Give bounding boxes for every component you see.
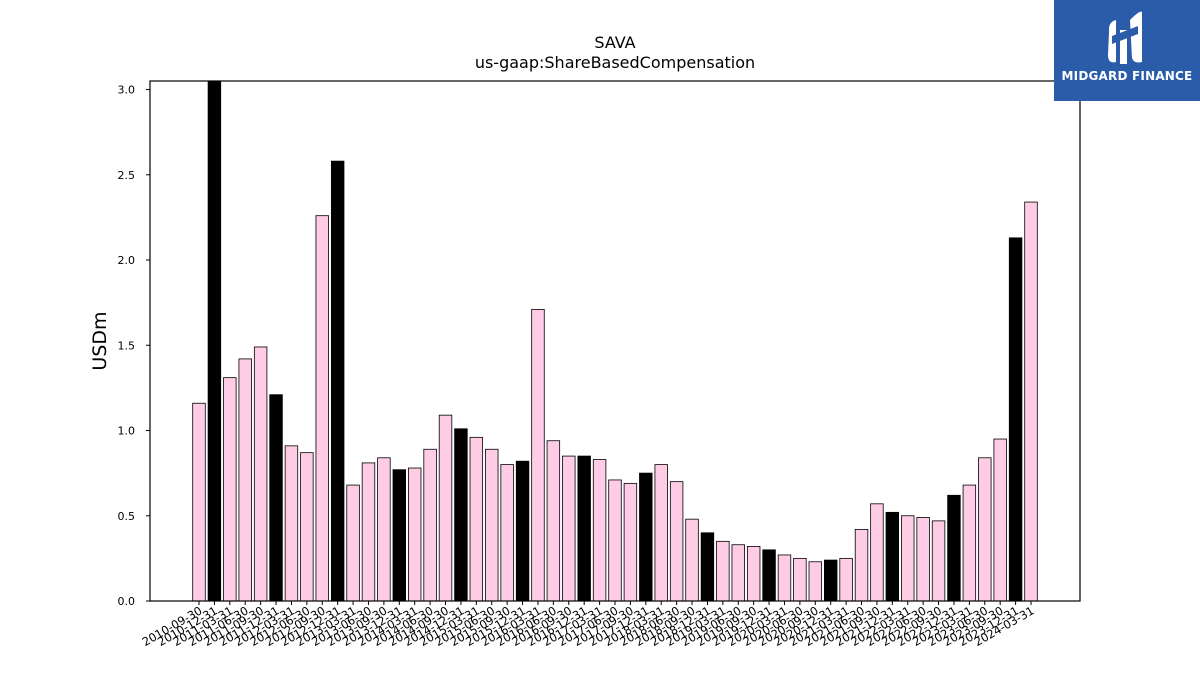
bar — [947, 494, 961, 602]
bar — [978, 457, 992, 602]
bar — [685, 518, 699, 602]
y-tick-label: 2.0 — [118, 254, 136, 267]
bar — [485, 448, 499, 602]
bar — [777, 554, 792, 602]
bar — [315, 215, 329, 602]
y-tick-label: 0.0 — [118, 595, 136, 608]
chart-title: SAVA — [594, 33, 636, 52]
bar — [808, 561, 823, 602]
bar — [223, 377, 237, 602]
bar — [469, 436, 484, 602]
y-tick-label: 1.5 — [118, 339, 136, 352]
bar — [300, 452, 314, 602]
bar — [592, 459, 607, 602]
bar — [639, 472, 653, 602]
y-tick-label: 2.5 — [118, 169, 136, 182]
bar — [885, 511, 900, 602]
y-tick-label: 0.5 — [118, 510, 136, 523]
bar — [531, 309, 545, 602]
bar — [438, 414, 453, 602]
bar — [608, 479, 622, 602]
logo-text: MIDGARD FINANCE — [1061, 69, 1193, 83]
bar — [731, 544, 745, 602]
bar — [500, 464, 514, 602]
bar — [654, 464, 668, 602]
y-tick-label: 3.0 — [118, 84, 136, 97]
bar — [793, 557, 807, 602]
bar — [192, 402, 206, 602]
bar — [993, 438, 1007, 602]
chart-subtitle: us-gaap:ShareBasedCompensation — [474, 53, 756, 72]
plot-frame — [149, 80, 1081, 602]
bar — [562, 455, 576, 602]
bar — [1024, 201, 1038, 602]
bar — [623, 482, 638, 602]
bar — [1008, 237, 1023, 602]
bar — [870, 503, 884, 602]
bar — [839, 557, 853, 602]
bar — [931, 520, 946, 602]
bar — [700, 532, 715, 602]
bar — [916, 517, 930, 602]
bar — [762, 549, 776, 602]
bar — [901, 515, 915, 602]
bar — [207, 80, 222, 602]
bar — [577, 455, 591, 602]
bar — [407, 467, 422, 602]
bar — [392, 469, 407, 602]
bar — [716, 540, 730, 602]
bar — [854, 528, 869, 602]
bar — [238, 358, 252, 602]
bar — [546, 440, 561, 602]
bar — [669, 481, 684, 602]
bar — [269, 394, 283, 602]
midgard-finance-logo: MIDGARD FINANCE — [1054, 0, 1200, 101]
bar — [377, 457, 391, 602]
bar — [962, 484, 977, 602]
bar — [253, 346, 268, 602]
bar — [361, 462, 376, 602]
bar — [824, 559, 838, 602]
bar — [746, 546, 761, 602]
bar — [330, 160, 345, 602]
bar — [454, 428, 468, 602]
bar — [346, 484, 360, 602]
bar — [284, 445, 299, 602]
bar — [423, 448, 437, 602]
bar — [515, 460, 530, 602]
y-tick-label: 1.0 — [118, 425, 136, 438]
y-axis-label: USDm — [89, 311, 111, 370]
logo-mark-icon — [1108, 11, 1142, 64]
